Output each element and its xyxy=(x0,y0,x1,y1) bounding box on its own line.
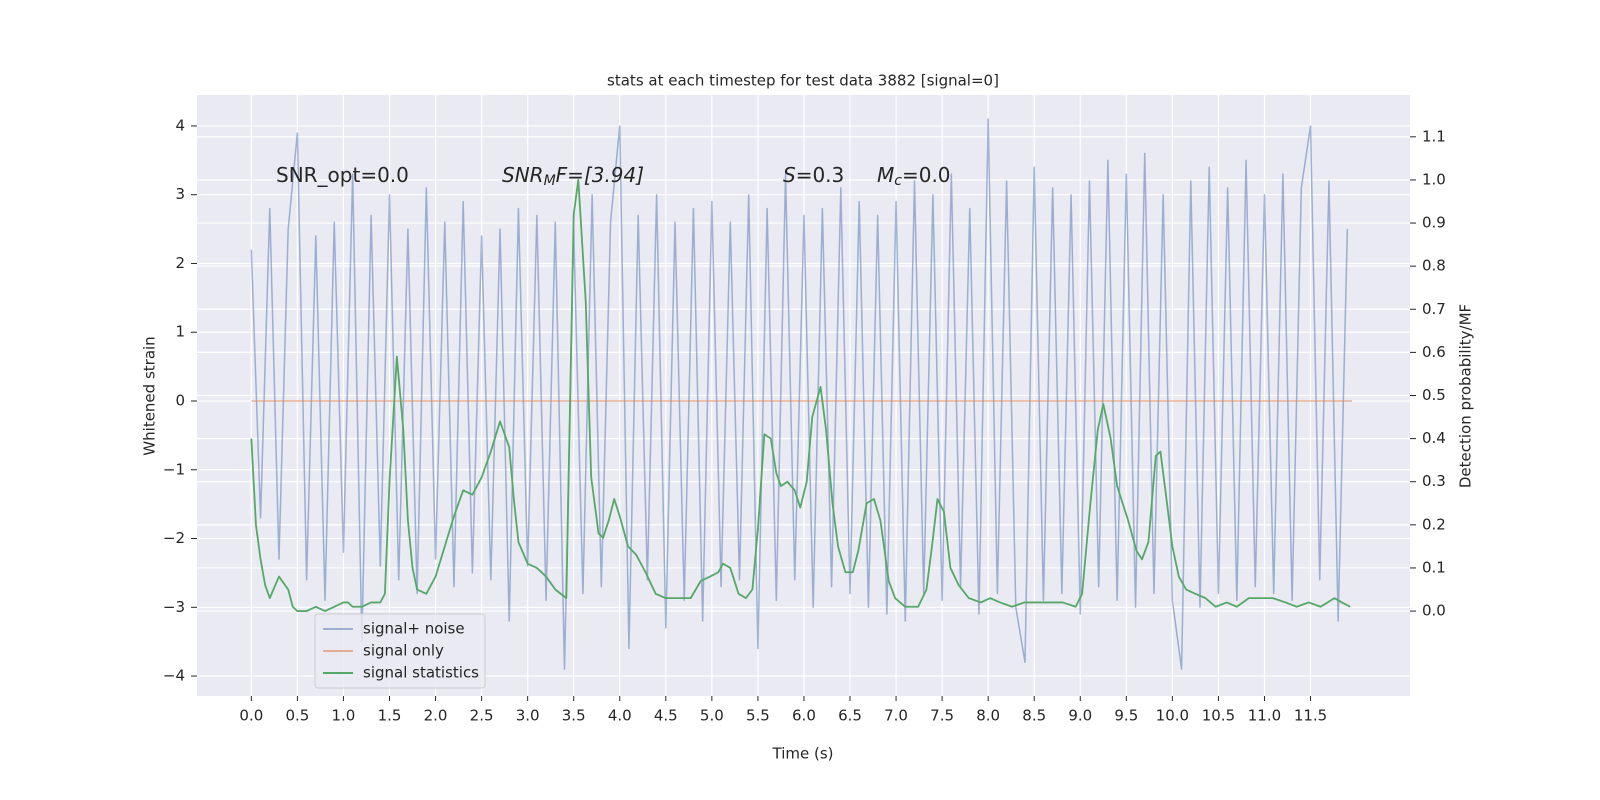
x-tick-label: 10.0 xyxy=(1156,707,1189,725)
x-tick-label: 5.0 xyxy=(700,707,724,725)
y2-tick-label: 0.6 xyxy=(1422,343,1446,361)
annotation-text: M xyxy=(877,163,894,187)
series-line xyxy=(250,179,1351,612)
y-tick-label: −3 xyxy=(163,598,185,616)
legend-label: signal only xyxy=(363,642,444,660)
annotation-text: SNR_opt=0.0 xyxy=(276,163,409,187)
x-tick-label: 4.0 xyxy=(608,707,632,725)
y2-axis-label: Detection probability/MF xyxy=(1457,304,1475,488)
annotation: SNR_opt=0.0 xyxy=(276,163,409,187)
y-axis-label: Whitened strain xyxy=(141,336,159,455)
annotation: S=0.3 xyxy=(783,163,844,187)
y-tick-label: 0 xyxy=(175,392,185,410)
y2-tick-label: 1.0 xyxy=(1422,170,1446,188)
y-tick-label: 4 xyxy=(175,116,185,134)
x-tick-label: 7.5 xyxy=(930,707,954,725)
x-tick-label: 6.5 xyxy=(838,707,862,725)
x-tick-label: 6.0 xyxy=(792,707,816,725)
x-tick-label: 2.5 xyxy=(470,707,494,725)
x-tick-label: 11.0 xyxy=(1248,707,1281,725)
y2-tick-label: 1.1 xyxy=(1422,127,1446,145)
legend-label: signal statistics xyxy=(363,664,479,682)
y-tick-label: 1 xyxy=(175,323,185,341)
x-axis-label: Time (s) xyxy=(772,745,834,763)
x-tick-label: 8.0 xyxy=(976,707,1000,725)
y2-tick-label: 0.7 xyxy=(1422,300,1446,318)
x-tick-label: 9.0 xyxy=(1068,707,1092,725)
x-tick-label: 2.0 xyxy=(424,707,448,725)
y2-tick-label: 0.4 xyxy=(1422,429,1446,447)
annotation-subscript: M xyxy=(544,173,556,189)
x-tick-label: 1.0 xyxy=(332,707,356,725)
annotation-text: S xyxy=(783,163,796,187)
annotation-text: F=[3.94] xyxy=(556,163,644,187)
x-tick-label: 5.5 xyxy=(746,707,770,725)
annotation: SNRMF=[3.94] xyxy=(502,163,644,190)
y2-tick-label: 0.5 xyxy=(1422,386,1446,404)
y2-tick-label: 0.2 xyxy=(1422,515,1446,533)
x-tick-label: 0.5 xyxy=(285,707,309,725)
y-tick-label: 2 xyxy=(175,254,185,272)
x-tick-label: 3.0 xyxy=(516,707,540,725)
annotation-text: SNR xyxy=(502,163,544,187)
annotation-text: =0.0 xyxy=(902,163,951,187)
y2-tick-label: 0.8 xyxy=(1422,257,1446,275)
chart-title: stats at each timestep for test data 388… xyxy=(607,72,999,90)
x-tick-label: 9.5 xyxy=(1114,707,1138,725)
legend-box xyxy=(314,613,486,689)
y-tick-label: 3 xyxy=(175,185,185,203)
y-tick-label: −2 xyxy=(163,529,185,547)
x-tick-label: 11.5 xyxy=(1294,707,1327,725)
annotation-text: =0.3 xyxy=(796,163,845,187)
y2-tick-label: 0.3 xyxy=(1422,472,1446,490)
y-tick-label: −4 xyxy=(163,667,185,685)
x-tick-label: 7.0 xyxy=(884,707,908,725)
x-tick-label: 10.5 xyxy=(1202,707,1235,725)
y2-tick-label: 0.9 xyxy=(1422,214,1446,232)
x-tick-label: 0.0 xyxy=(239,707,263,725)
x-tick-label: 3.5 xyxy=(562,707,586,725)
x-tick-label: 1.5 xyxy=(378,707,402,725)
annotation: Mc=0.0 xyxy=(877,163,951,190)
y-tick-label: −1 xyxy=(163,460,185,478)
legend-label: signal+ noise xyxy=(363,620,465,638)
series-line xyxy=(250,118,1349,670)
annotation-subscript: c xyxy=(894,173,902,189)
y2-tick-label: 0.0 xyxy=(1422,602,1446,620)
y2-tick-label: 0.1 xyxy=(1422,558,1446,576)
x-tick-label: 4.5 xyxy=(654,707,678,725)
x-tick-label: 8.5 xyxy=(1022,707,1046,725)
